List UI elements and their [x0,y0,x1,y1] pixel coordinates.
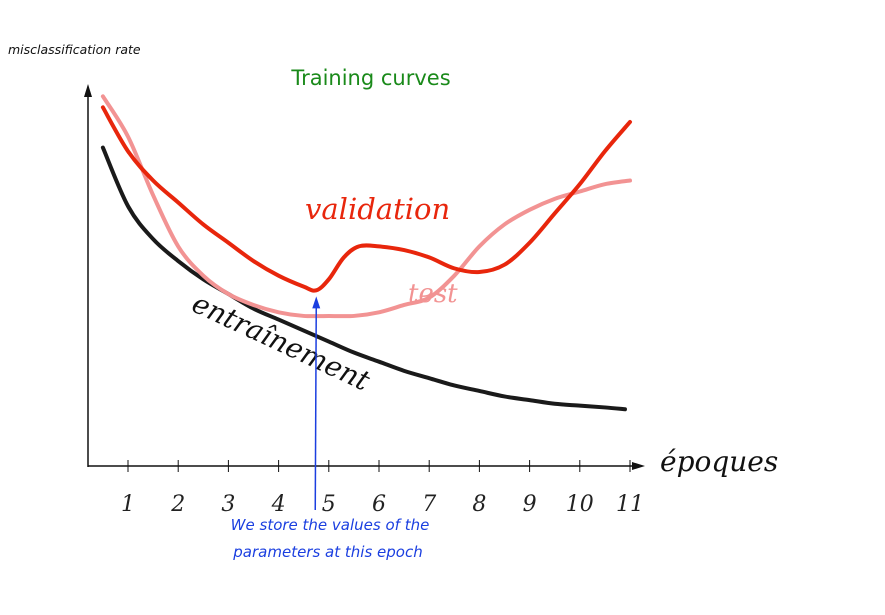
x-tick-label-8: 8 [472,492,486,517]
validation-label: validation [305,192,450,226]
y-axis-arrowhead [84,84,92,97]
x-tick-label-1: 1 [121,492,135,517]
x-tick-label-3: 3 [221,492,235,517]
x-tick-labels: 1 2 3 4 5 6 7 8 9 10 11 [121,492,644,517]
validation-curve [100,105,632,293]
arrow-head [312,296,321,309]
test-curve [100,94,632,319]
x-tick-label-4: 4 [271,492,286,517]
x-axis-arrowhead [632,462,645,470]
x-tick-label-9: 9 [523,492,537,517]
x-tick-label-5: 5 [322,492,336,517]
y-axis-label: misclassification rate [8,42,141,57]
x-tick-label-2: 2 [170,492,185,517]
training-curve [100,145,627,412]
arrow-note-line2: parameters at this epoch [232,543,422,561]
arrow-note-line1: We store the values of the [231,516,430,534]
arrow-shaft [314,306,317,511]
chart-title: Training curves [290,66,450,90]
x-tick-label-7: 7 [422,492,436,517]
entrainement-label: entraînement [187,286,376,397]
x-axis-label: époques [660,445,778,478]
axes [84,84,645,470]
x-tick-label-10: 10 [566,492,594,517]
x-tick-label-11: 11 [616,492,644,517]
x-ticks [127,460,631,472]
store-parameters-arrow [312,296,321,511]
test-label: test [408,279,458,309]
series-lines [100,94,632,412]
x-tick-label-6: 6 [372,492,386,517]
